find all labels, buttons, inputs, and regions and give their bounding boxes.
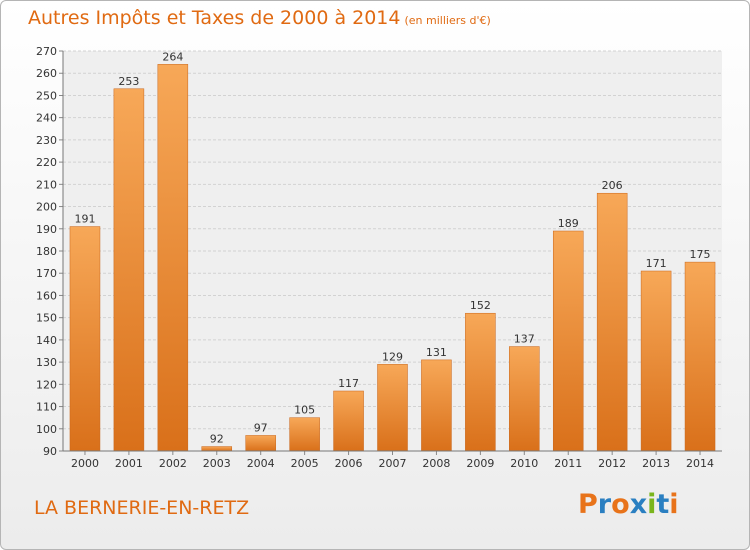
x-tick-label: 2005 (291, 457, 319, 470)
y-tick-label: 170 (36, 267, 57, 280)
bar-2001 (113, 88, 145, 452)
data-label: 189 (558, 217, 579, 230)
y-tick-label: 160 (36, 289, 57, 302)
bar-2012 (596, 192, 628, 452)
data-label: 97 (254, 421, 268, 434)
x-tick-label: 2010 (510, 457, 538, 470)
logo-letter: i (647, 489, 657, 520)
y-tick-label: 240 (36, 112, 57, 125)
chart-title-text: Autres Impôts et Taxes de 2000 à 2014 (28, 7, 401, 29)
bar-2005 (289, 417, 320, 452)
y-tick-label: 90 (43, 445, 57, 458)
x-tick-label: 2002 (159, 457, 187, 470)
data-label: 105 (294, 404, 315, 417)
chart-title: Autres Impôts et Taxes de 2000 à 2014 (en… (28, 7, 491, 29)
x-tick-label: 2007 (379, 457, 407, 470)
data-label: 175 (690, 248, 711, 261)
data-label: 253 (118, 75, 139, 88)
data-label: 191 (74, 213, 95, 226)
plot-area: 90 100 110 120 130 140 150 160 170 180 190 200 210 22… (36, 45, 722, 470)
bar-2002 (157, 64, 189, 452)
logo-letter: r (597, 489, 612, 520)
logo-letter: x (629, 489, 648, 520)
bar-2009 (465, 312, 496, 452)
y-tick-label: 210 (36, 178, 57, 191)
y-tick-label: 180 (36, 245, 57, 258)
data-label: 92 (210, 433, 224, 446)
logo-letter: t (656, 489, 670, 520)
bar-2007 (377, 364, 408, 452)
data-label: 129 (382, 350, 403, 363)
bar-2000 (69, 226, 101, 452)
bar-2004 (245, 435, 276, 452)
x-tick-label: 2006 (335, 457, 363, 470)
bar-2010 (509, 346, 540, 452)
y-tick-label: 250 (36, 89, 57, 102)
x-tick-label: 2014 (686, 457, 714, 470)
data-label: 117 (338, 377, 359, 390)
data-label: 171 (646, 257, 667, 270)
x-tick-label: 2009 (466, 457, 494, 470)
y-tick-label: 270 (36, 45, 57, 58)
commune-name: LA BERNERIE-EN-RETZ (34, 497, 250, 519)
y-tick-label: 150 (36, 312, 57, 325)
bar-2014 (684, 261, 716, 452)
y-tick-label: 110 (36, 401, 57, 414)
x-tick-label: 2000 (71, 457, 99, 470)
data-label: 131 (426, 346, 447, 359)
y-tick-label: 130 (36, 356, 57, 369)
y-tick-label: 230 (36, 134, 57, 147)
x-tick-label: 2011 (554, 457, 582, 470)
bar-2008 (421, 359, 452, 452)
data-label: 137 (514, 333, 535, 346)
data-label: 206 (602, 179, 623, 192)
x-tick-label: 2008 (422, 457, 450, 470)
proxiti-logo: Proxiti (578, 489, 679, 520)
chart-subtitle: (en milliers d'€) (404, 14, 491, 27)
bar-2013 (640, 270, 672, 452)
logo-letter: i (669, 489, 679, 520)
x-tick-label: 2001 (115, 457, 143, 470)
y-tick-label: 200 (36, 201, 57, 214)
y-tick-label: 120 (36, 378, 57, 391)
y-tick-label: 190 (36, 223, 57, 236)
x-tick-label: 2013 (642, 457, 670, 470)
data-label: 264 (162, 50, 183, 63)
y-tick-label: 260 (36, 67, 57, 80)
bar-2011 (552, 230, 584, 452)
bar-2006 (333, 390, 364, 452)
x-tick-label: 2003 (203, 457, 231, 470)
x-tick-label: 2004 (247, 457, 275, 470)
y-tick-label: 140 (36, 334, 57, 347)
logo-letter: o (611, 489, 630, 520)
data-label: 152 (470, 299, 491, 312)
logo-letter: P (578, 489, 598, 520)
y-tick-label: 220 (36, 156, 57, 169)
x-tick-label: 2012 (598, 457, 626, 470)
bar-2003 (201, 446, 233, 452)
y-tick-label: 100 (36, 423, 57, 436)
